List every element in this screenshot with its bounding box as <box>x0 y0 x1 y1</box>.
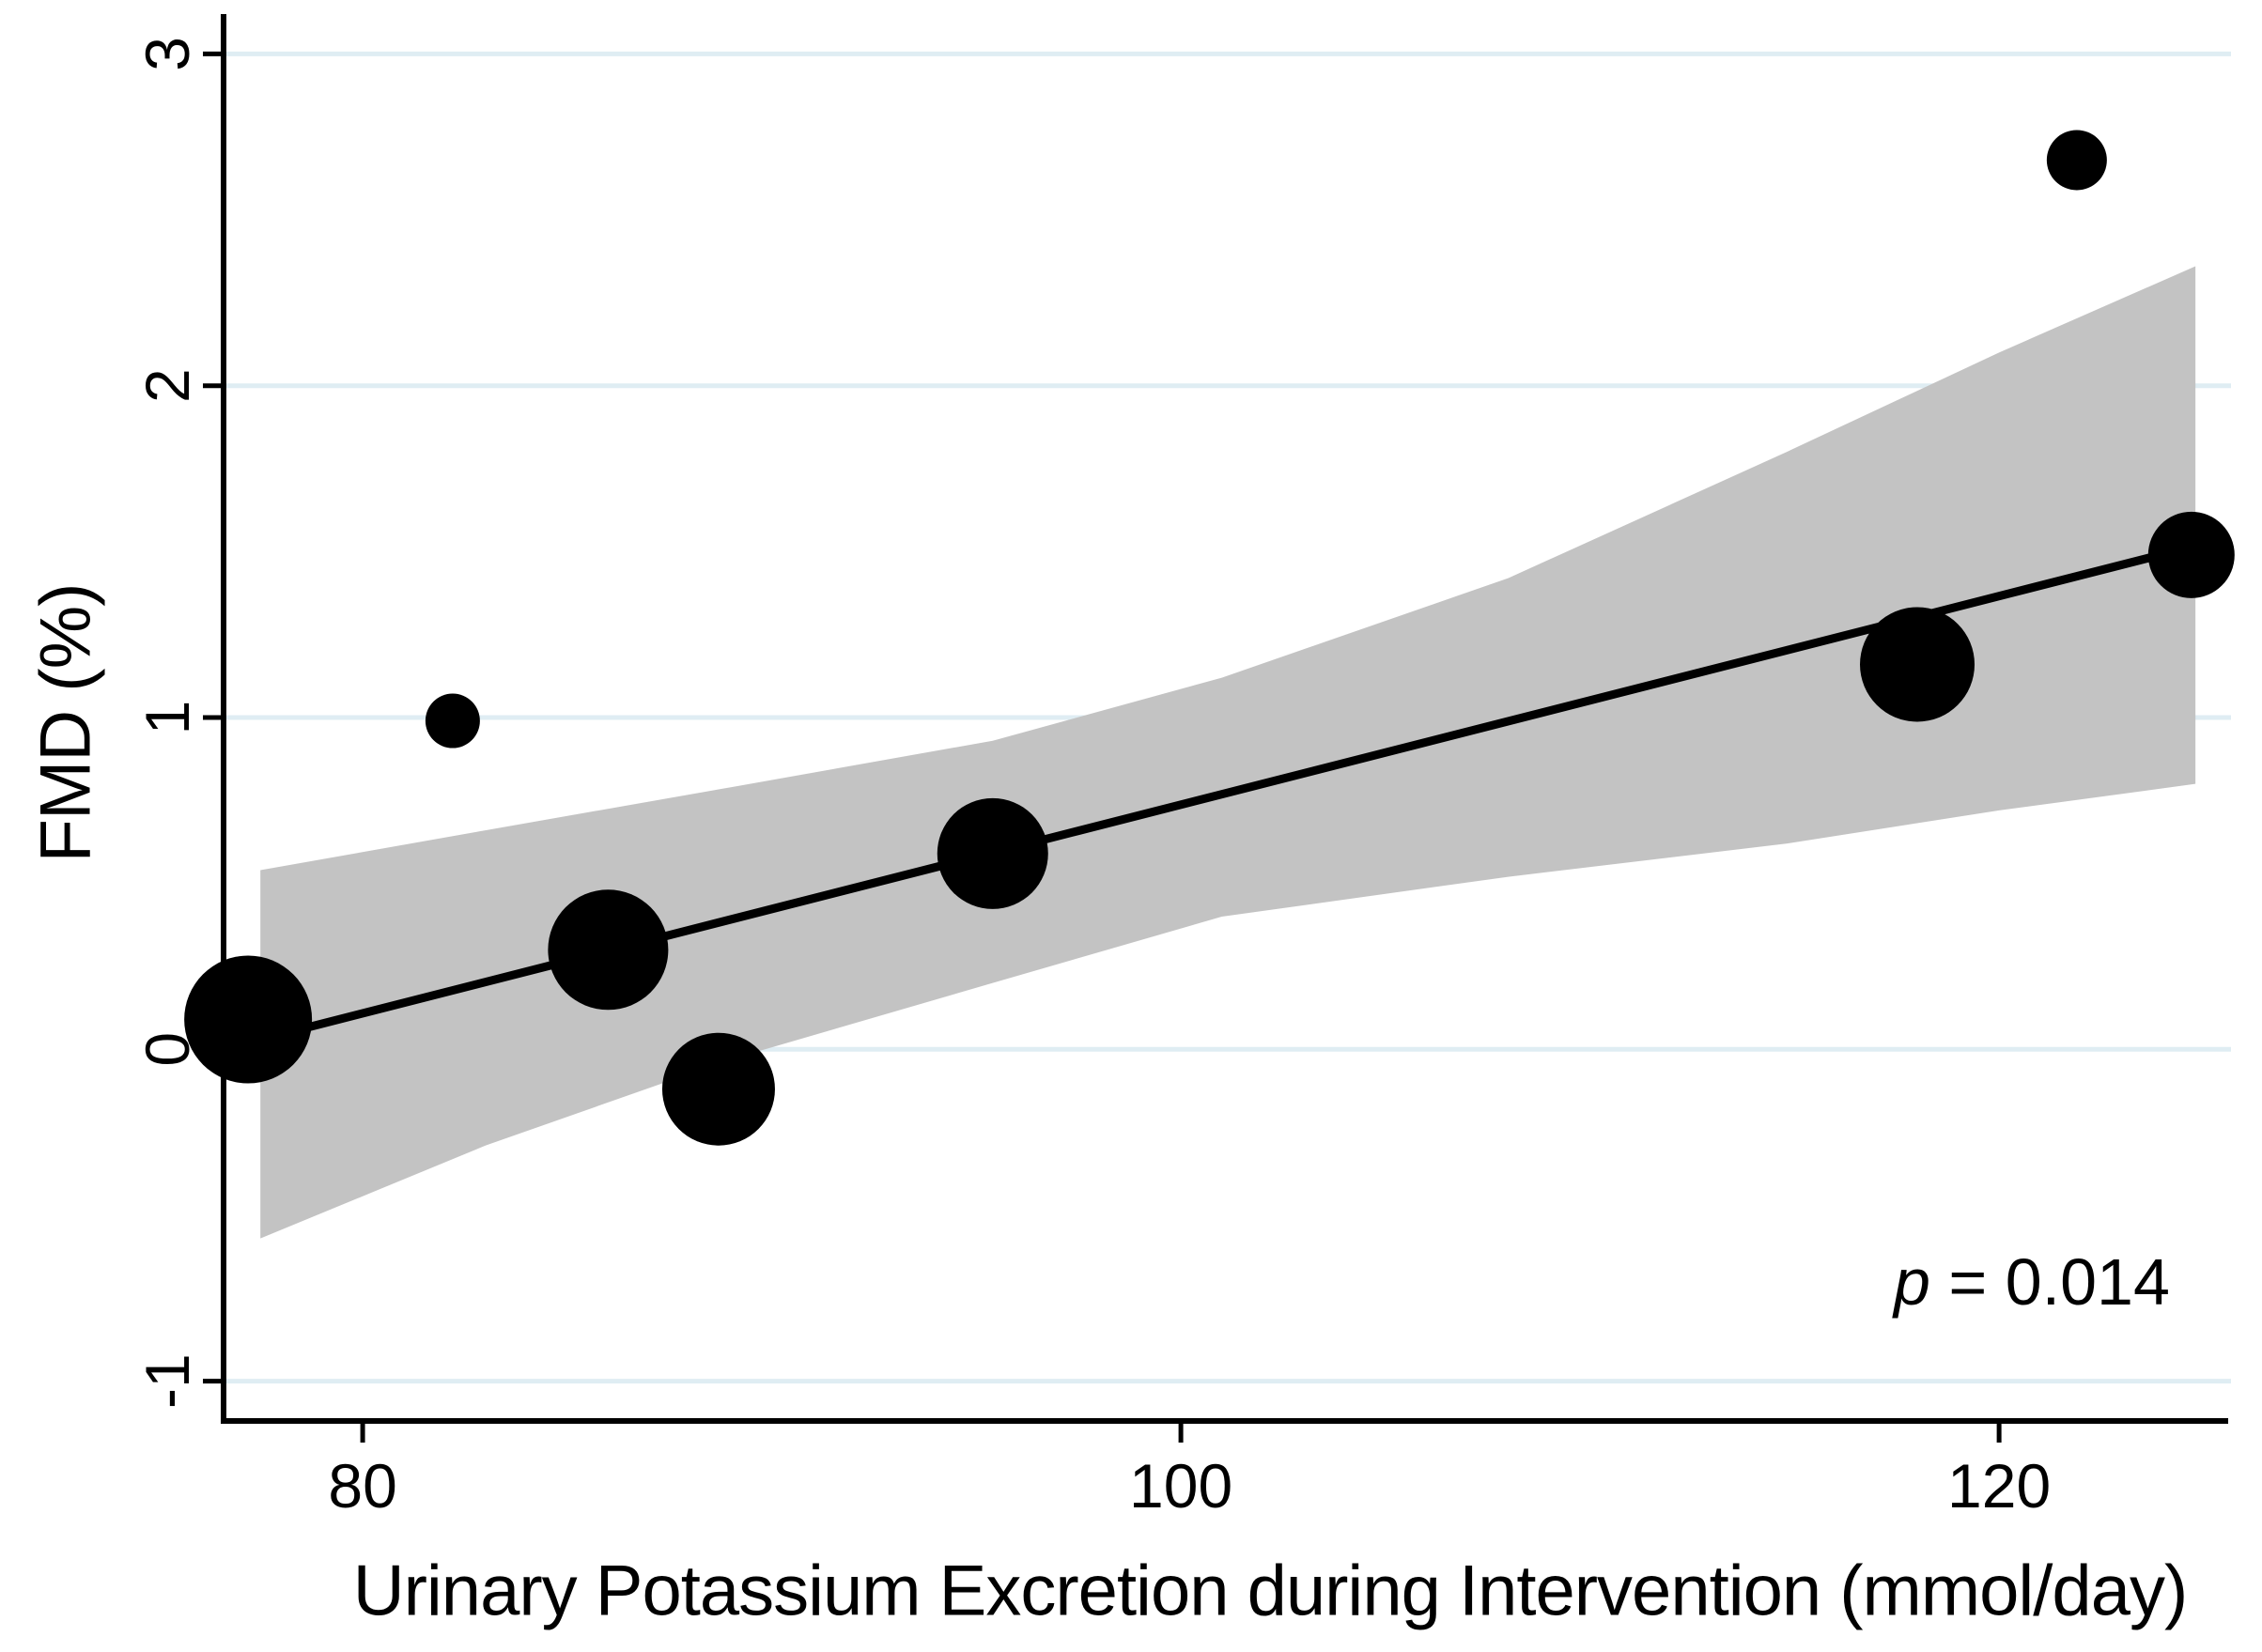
x-tick-label: 100 <box>1129 1451 1232 1521</box>
p-symbol: p <box>1894 1244 1930 1319</box>
y-axis-title: FMD (%) <box>25 583 106 863</box>
data-bubble <box>548 889 669 1011</box>
y-tick-label: 3 <box>132 37 202 71</box>
data-bubble <box>661 1032 775 1146</box>
p-value-text: = 0.014 <box>1929 1244 2170 1319</box>
y-tick-label: 1 <box>132 701 202 735</box>
data-bubble <box>937 797 1048 909</box>
data-bubble <box>1860 607 1975 722</box>
x-tick-label: 80 <box>328 1451 396 1521</box>
data-bubble <box>184 955 313 1084</box>
data-bubble <box>425 693 480 749</box>
data-bubble <box>2046 130 2107 191</box>
confidence-band <box>260 266 2196 1239</box>
y-tick-label: -1 <box>132 1353 202 1409</box>
y-tick-label: 2 <box>132 368 202 403</box>
x-axis-title: Urinary Potassium Excretion during Inter… <box>352 1551 2189 1631</box>
x-tick-label: 120 <box>1947 1451 2051 1521</box>
p-value-annotation: p = 0.014 <box>1894 1244 2170 1320</box>
data-bubble <box>2147 511 2235 598</box>
